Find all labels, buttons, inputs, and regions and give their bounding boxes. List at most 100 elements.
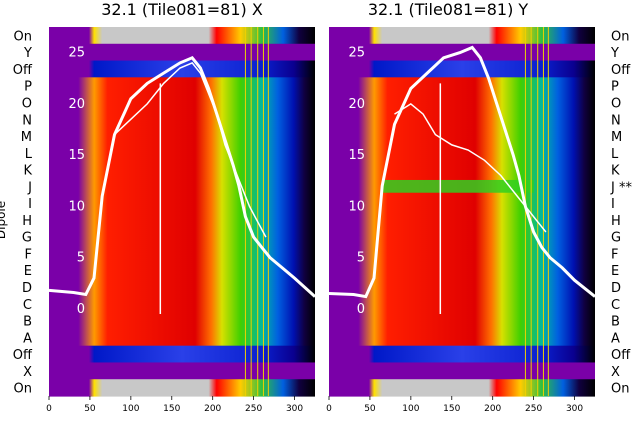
overlay-y-tick: 15: [348, 148, 365, 163]
dipole-label-right: N: [611, 113, 621, 128]
x-tick-label: 200: [484, 404, 501, 414]
flagged-row-band: [382, 179, 534, 193]
dipole-label-left: E: [24, 264, 32, 279]
dipole-label-right: I: [611, 197, 615, 212]
dipole-row: [49, 127, 315, 146]
dipole-label-right: B: [611, 315, 620, 330]
overlay-y-tick: 20: [68, 97, 85, 112]
dipole-row: [49, 312, 315, 330]
dipole-row: [329, 110, 595, 129]
dipole-label-right: L: [611, 147, 619, 162]
overlay-y-tick: 15: [68, 148, 85, 163]
x-tick-label: 300: [286, 404, 303, 414]
dipole-label-left: N: [22, 113, 32, 128]
dipole-label-left: On: [14, 382, 32, 397]
dipole-row: [329, 362, 595, 380]
overlay-y-tick: 25: [68, 46, 85, 61]
dipole-label-left: Off: [13, 63, 33, 78]
dipole-row: [329, 211, 595, 229]
dipole-label-left: C: [23, 298, 32, 313]
dipole-row: [49, 161, 315, 179]
x-tick-label: 200: [204, 404, 221, 414]
overlay-y-tick: 20: [348, 97, 365, 112]
dipole-label-left: Y: [23, 46, 32, 61]
x-tick-label: 100: [122, 404, 139, 414]
overlay-y-tick: 25: [348, 46, 365, 61]
panel-title-x: 32.1 (Tile081=81) X: [101, 0, 263, 19]
dipole-row: [329, 278, 595, 296]
dipole-row: [329, 345, 595, 364]
dipole-label-left: M: [21, 130, 32, 145]
dipole-row: [49, 379, 315, 397]
dipole-label-left: Off: [13, 348, 33, 363]
dipole-label-left: J: [27, 180, 32, 195]
dipole-label-right: Off: [611, 63, 631, 78]
dipole-row: [329, 94, 595, 112]
dipole-row: [49, 245, 315, 263]
dipole-row: [329, 144, 595, 162]
panel-title-y: 32.1 (Tile081=81) Y: [368, 0, 529, 19]
dipole-label-right: J **: [610, 180, 632, 195]
x-tick-label: 50: [364, 404, 376, 414]
dipole-row: [329, 127, 595, 146]
dipole-label-right: O: [611, 96, 621, 111]
overlay-y-tick: 0: [357, 302, 365, 317]
dipole-row: [329, 27, 595, 45]
dipole-label-right: M: [611, 130, 622, 145]
dipole-row: [49, 228, 315, 246]
dipole-label-right: K: [611, 164, 620, 179]
dipole-label-left: A: [23, 331, 32, 346]
dipole-row: [49, 110, 315, 129]
dipole-row: [49, 278, 315, 296]
dipole-row: [329, 77, 595, 95]
dipole-row: [329, 161, 595, 179]
dipole-label-right: P: [611, 80, 619, 95]
dipole-row: [49, 362, 315, 380]
x-tick-label: 250: [525, 404, 542, 414]
dipole-row: [49, 27, 315, 45]
bandpass-curve: [328, 45, 596, 299]
dipole-row: [329, 295, 595, 313]
dipole-row: [329, 379, 595, 397]
dipole-label-left: F: [25, 247, 32, 262]
dipole-label-right: C: [611, 298, 620, 313]
overlay-y-tick: 5: [77, 251, 85, 266]
overlay-y-tick: 10: [68, 199, 85, 214]
dipole-label-right: E: [611, 264, 619, 279]
dipole-label-right: G: [611, 231, 621, 246]
dipole-row: [329, 312, 595, 330]
dipole-label-left: L: [25, 147, 33, 162]
x-tick-label: 250: [245, 404, 262, 414]
dipole-label-right: On: [611, 382, 629, 397]
dipole-row: [49, 60, 315, 78]
dipole-row: [49, 295, 315, 313]
x-tick-label: 50: [84, 404, 96, 414]
x-tick-label: 150: [443, 404, 460, 414]
dipole-row: [49, 345, 315, 364]
bandpass-curve: [48, 55, 317, 298]
bandpass-secondary-curve: [113, 61, 267, 238]
dipole-row: [49, 43, 315, 62]
dipole-label-left: H: [22, 214, 32, 229]
dipole-row: [329, 60, 595, 78]
dipole-row: [49, 211, 315, 229]
x-tick-label: 0: [326, 404, 332, 414]
overlay-y-tick: 5: [357, 251, 365, 266]
dipole-row: [49, 94, 315, 112]
dipole-row: [49, 144, 315, 162]
dipole-label-left: K: [23, 164, 32, 179]
dipole-row: [49, 328, 315, 347]
dipole-row: [329, 261, 595, 280]
dipole-label-right: X: [611, 365, 620, 380]
dipole-row: [49, 77, 315, 95]
dipole-label-left: On: [14, 29, 32, 44]
dipole-label-right: F: [611, 247, 618, 262]
x-tick-label: 100: [402, 404, 419, 414]
dipole-label-left: X: [23, 365, 32, 380]
dipole-row: [49, 261, 315, 280]
dipole-label-right: Y: [610, 46, 619, 61]
